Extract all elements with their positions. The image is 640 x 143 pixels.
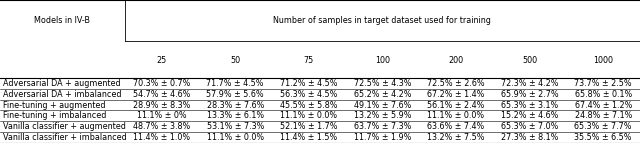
- Text: 71.2% ± 4.5%: 71.2% ± 4.5%: [280, 79, 337, 88]
- Text: 75: 75: [303, 56, 314, 65]
- Text: 11.1% ± 0.0%: 11.1% ± 0.0%: [207, 133, 264, 142]
- Text: 13.2% ± 7.5%: 13.2% ± 7.5%: [428, 133, 484, 142]
- Text: 67.2% ± 1.4%: 67.2% ± 1.4%: [428, 90, 484, 99]
- Text: 65.3% ± 7.0%: 65.3% ± 7.0%: [501, 122, 558, 131]
- Text: 54.7% ± 4.6%: 54.7% ± 4.6%: [133, 90, 190, 99]
- Text: 56.1% ± 2.4%: 56.1% ± 2.4%: [428, 101, 484, 110]
- Text: 11.1% ± 0%: 11.1% ± 0%: [137, 111, 186, 120]
- Text: 52.1% ± 1.7%: 52.1% ± 1.7%: [280, 122, 337, 131]
- Text: Fine-tuning + imbalanced: Fine-tuning + imbalanced: [3, 111, 107, 120]
- Text: Vanilla classifier + augmented: Vanilla classifier + augmented: [3, 122, 126, 131]
- Text: 50: 50: [230, 56, 240, 65]
- Text: Adversarial DA + imbalanced: Adversarial DA + imbalanced: [3, 90, 122, 99]
- Text: 1000: 1000: [593, 56, 613, 65]
- Text: 45.5% ± 5.8%: 45.5% ± 5.8%: [280, 101, 337, 110]
- Text: 11.7% ± 1.9%: 11.7% ± 1.9%: [354, 133, 411, 142]
- Text: 28.9% ± 8.3%: 28.9% ± 8.3%: [133, 101, 190, 110]
- Text: 28.3% ± 7.6%: 28.3% ± 7.6%: [207, 101, 264, 110]
- Text: 24.8% ± 7.1%: 24.8% ± 7.1%: [575, 111, 632, 120]
- Text: 35.5% ± 6.5%: 35.5% ± 6.5%: [575, 133, 632, 142]
- Text: 72.3% ± 4.2%: 72.3% ± 4.2%: [501, 79, 558, 88]
- Text: 500: 500: [522, 56, 537, 65]
- Text: Number of samples in target dataset used for training: Number of samples in target dataset used…: [273, 16, 492, 25]
- Text: 71.7% ± 4.5%: 71.7% ± 4.5%: [207, 79, 264, 88]
- Text: 53.1% ± 7.3%: 53.1% ± 7.3%: [207, 122, 264, 131]
- Text: 11.1% ± 0.0%: 11.1% ± 0.0%: [428, 111, 484, 120]
- Text: 27.3% ± 8.1%: 27.3% ± 8.1%: [501, 133, 558, 142]
- Text: Models in IV-B: Models in IV-B: [35, 16, 90, 25]
- Text: 11.4% ± 1.0%: 11.4% ± 1.0%: [133, 133, 190, 142]
- Text: 11.1% ± 0.0%: 11.1% ± 0.0%: [280, 111, 337, 120]
- Text: Fine-tuning + augmented: Fine-tuning + augmented: [3, 101, 106, 110]
- Text: 13.3% ± 6.1%: 13.3% ± 6.1%: [207, 111, 264, 120]
- Text: 65.3% ± 3.1%: 65.3% ± 3.1%: [501, 101, 558, 110]
- Text: Vanilla classifier + imbalanced: Vanilla classifier + imbalanced: [3, 133, 127, 142]
- Text: 73.7% ± 2.5%: 73.7% ± 2.5%: [574, 79, 632, 88]
- Text: 200: 200: [449, 56, 463, 65]
- Text: 63.6% ± 7.4%: 63.6% ± 7.4%: [428, 122, 484, 131]
- Text: 49.1% ± 7.6%: 49.1% ± 7.6%: [354, 101, 411, 110]
- Text: 56.3% ± 4.5%: 56.3% ± 4.5%: [280, 90, 337, 99]
- Text: 48.7% ± 3.8%: 48.7% ± 3.8%: [133, 122, 190, 131]
- Text: 70.3% ± 0.7%: 70.3% ± 0.7%: [133, 79, 190, 88]
- Text: 65.3% ± 7.7%: 65.3% ± 7.7%: [575, 122, 632, 131]
- Text: 65.8% ± 0.1%: 65.8% ± 0.1%: [575, 90, 632, 99]
- Text: 65.9% ± 2.7%: 65.9% ± 2.7%: [500, 90, 559, 99]
- Text: 63.7% ± 7.3%: 63.7% ± 7.3%: [354, 122, 411, 131]
- Text: 72.5% ± 4.3%: 72.5% ± 4.3%: [354, 79, 411, 88]
- Text: 65.2% ± 4.2%: 65.2% ± 4.2%: [354, 90, 411, 99]
- Text: 72.5% ± 2.6%: 72.5% ± 2.6%: [427, 79, 485, 88]
- Text: 25: 25: [156, 56, 167, 65]
- Text: 13.2% ± 5.9%: 13.2% ± 5.9%: [354, 111, 411, 120]
- Text: 57.9% ± 5.6%: 57.9% ± 5.6%: [206, 90, 264, 99]
- Text: 11.4% ± 1.5%: 11.4% ± 1.5%: [280, 133, 337, 142]
- Text: 100: 100: [375, 56, 390, 65]
- Text: 15.2% ± 4.6%: 15.2% ± 4.6%: [501, 111, 558, 120]
- Text: Adversarial DA + augmented: Adversarial DA + augmented: [3, 79, 121, 88]
- Text: 67.4% ± 1.2%: 67.4% ± 1.2%: [575, 101, 632, 110]
